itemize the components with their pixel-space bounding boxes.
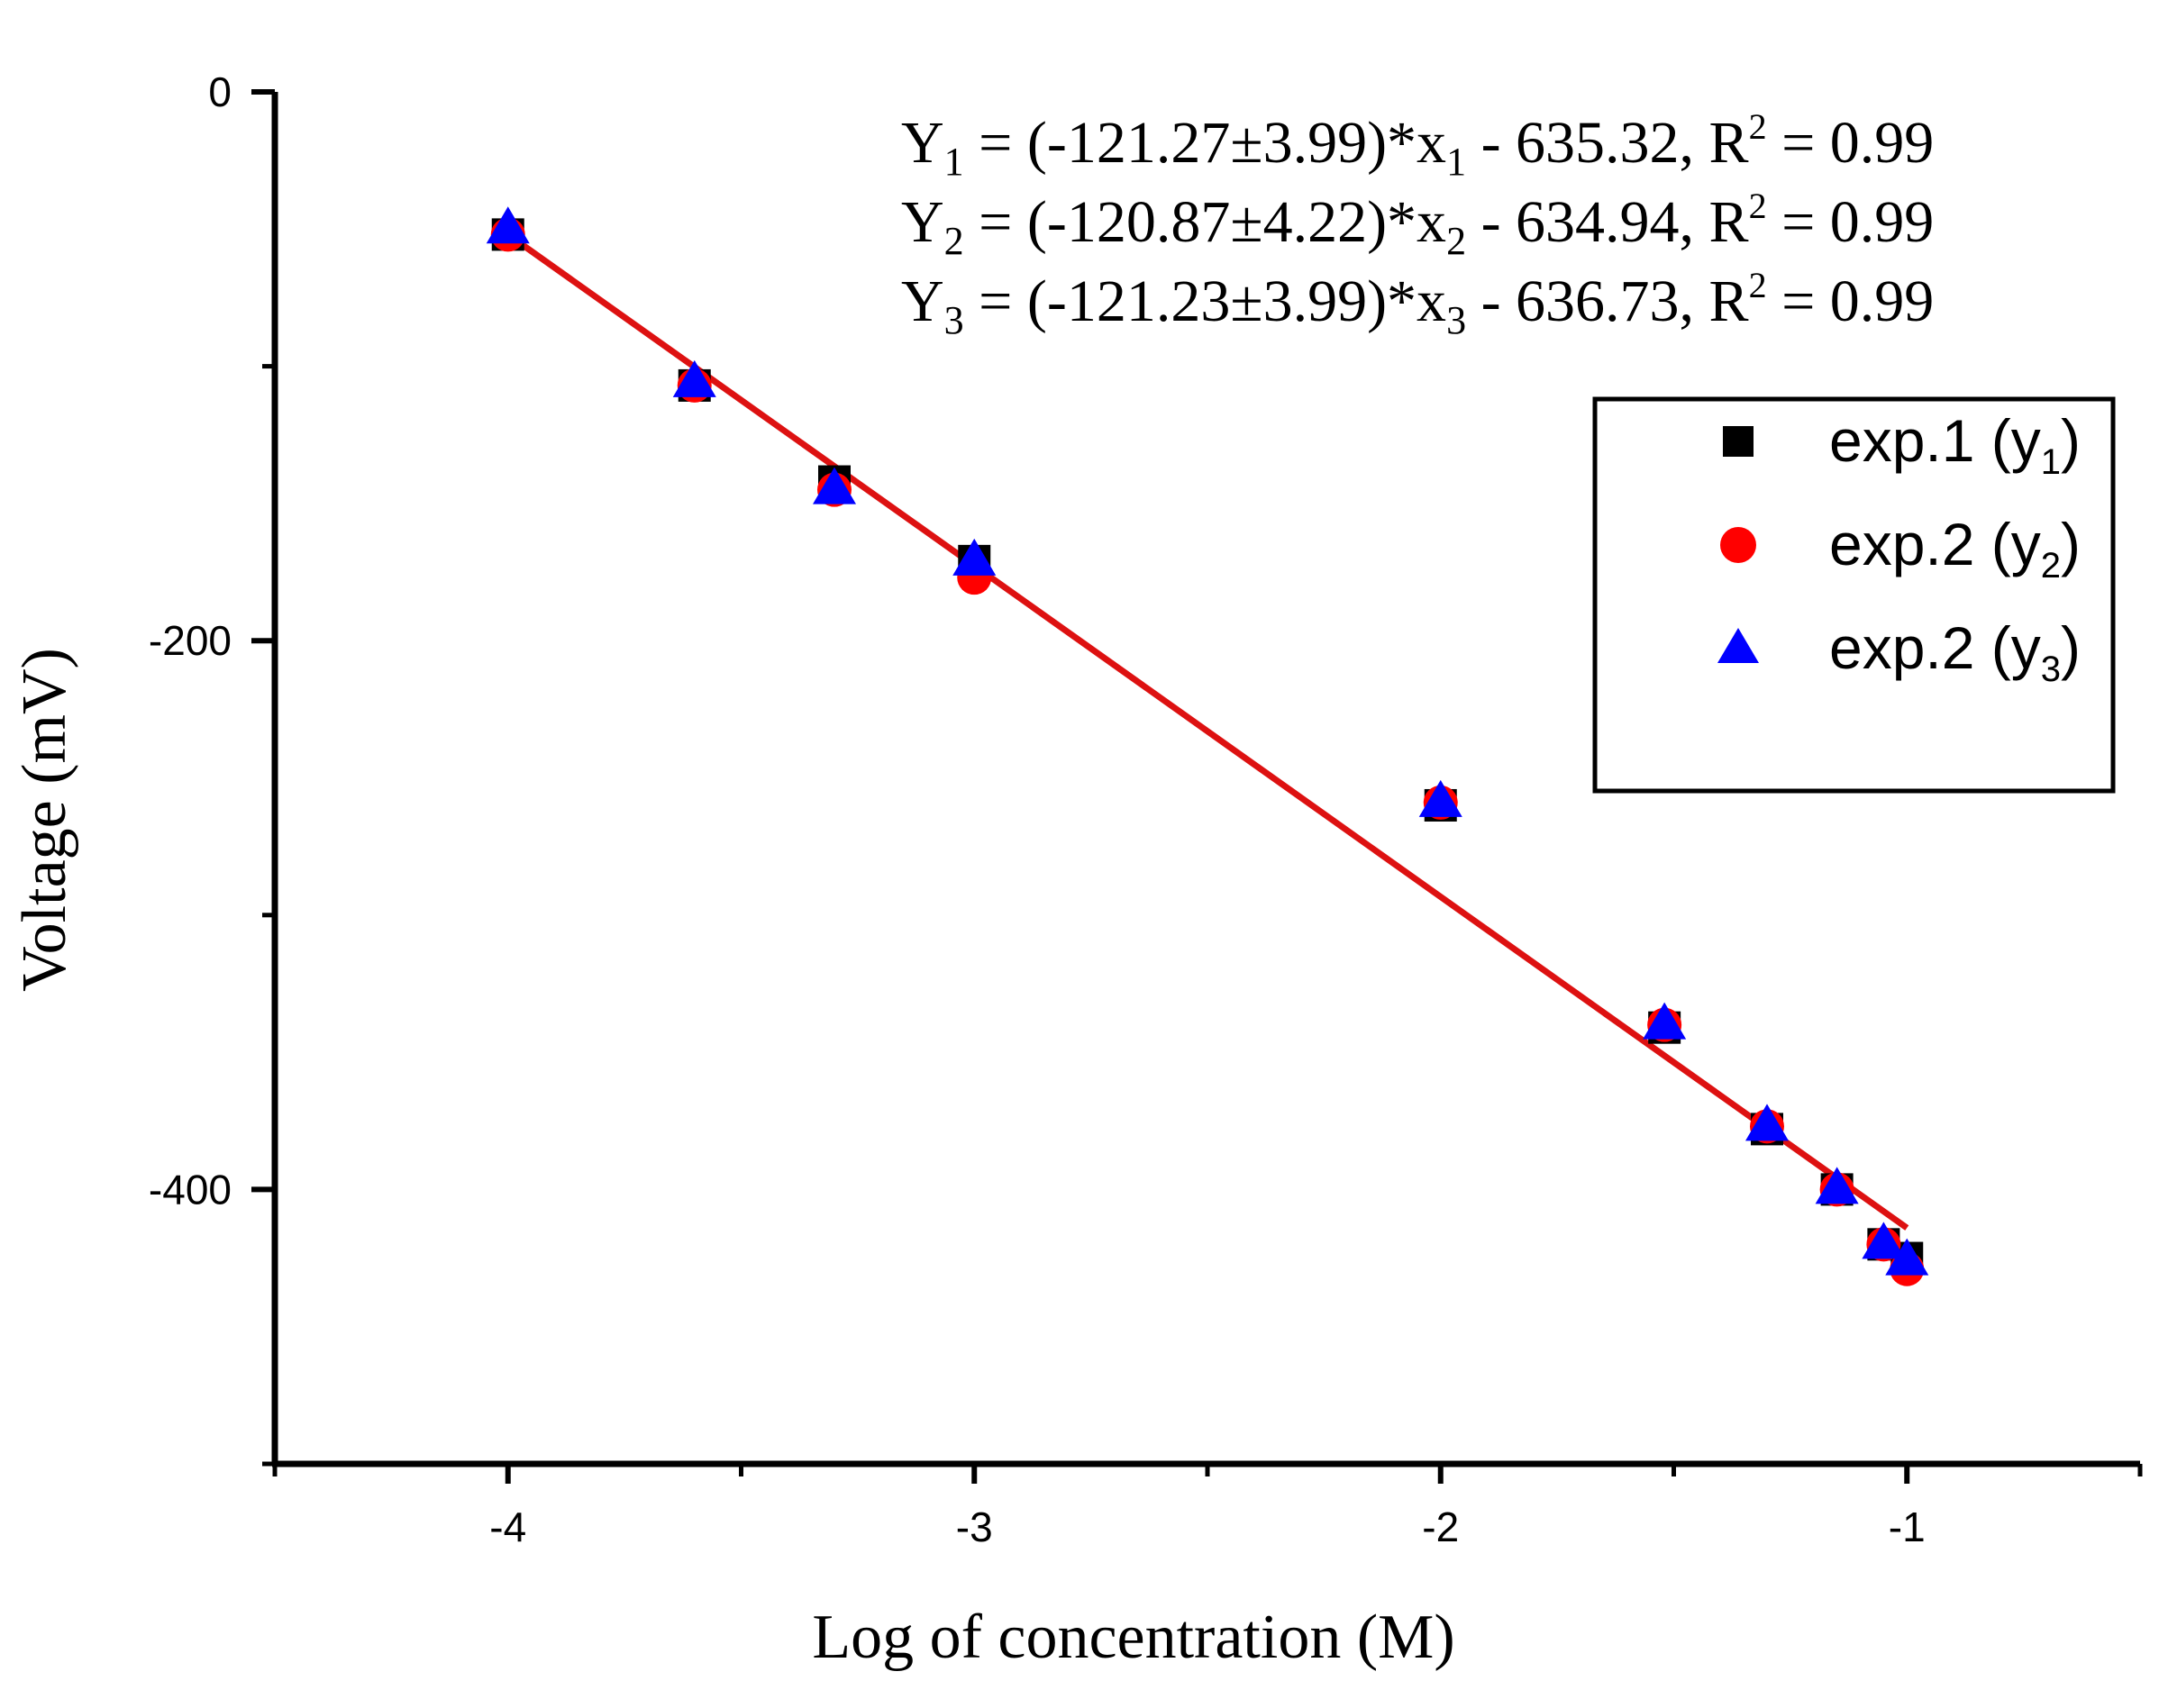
legend-label-2: exp.2 (y2): [1829, 511, 2081, 586]
x-axis-title: Log of concentration (M): [812, 1603, 1454, 1672]
point-series-3: [1862, 1222, 1906, 1259]
x-tick-label: -3: [956, 1504, 993, 1550]
equation-3: Y3 = (-121.23±3.99)*x3 - 636.73, R2 = 0.…: [901, 265, 1934, 342]
point-series-3: [1745, 1104, 1789, 1141]
equation-2: Y2 = (-120.87±4.22)*x2 - 634.94, R2 = 0.…: [901, 186, 1934, 263]
equation-1: Y1 = (-121.27±3.99)*x1 - 635.32, R2 = 0.…: [901, 106, 1934, 184]
x-tick-label: -4: [489, 1504, 526, 1550]
fit-line: [506, 232, 1909, 1231]
point-series-3: [486, 206, 530, 244]
legend: exp.1 (y1) exp.2 (y2) exp.2 (y3): [1592, 396, 2116, 794]
y-tick-label: 0: [208, 68, 232, 115]
legend-label-1: exp.1 (y1): [1829, 407, 2081, 482]
legend-label-3: exp.2 (y3): [1829, 614, 2081, 689]
axis-ticks: -4 -3 -2 -1 0 -200 -400: [149, 68, 2143, 1550]
legend-marker-triangle: [1717, 628, 1759, 663]
point-series-3: [1815, 1167, 1859, 1204]
x-tick-label: -2: [1422, 1504, 1459, 1550]
point-series-3: [1643, 1002, 1687, 1040]
point-series-3: [952, 538, 997, 576]
legend-marker-circle: [1720, 527, 1756, 563]
legend-marker-square: [1723, 426, 1754, 457]
point-series-3: [672, 359, 716, 397]
y-tick-label: -200: [149, 617, 232, 664]
equation-block: Y1 = (-121.27±3.99)*x1 - 635.32, R2 = 0.…: [901, 106, 1934, 342]
data-points: [486, 206, 1929, 1286]
legend-box: [1592, 396, 2116, 794]
point-series-3: [1885, 1238, 1929, 1276]
fit-line-group: [506, 232, 1909, 1231]
x-tick-label: -1: [1889, 1504, 1926, 1550]
y-axis-title: Voltage (mV): [10, 648, 79, 992]
point-series-3: [1418, 779, 1462, 817]
y-tick-label: -400: [149, 1166, 232, 1213]
point-series-3: [813, 467, 856, 504]
